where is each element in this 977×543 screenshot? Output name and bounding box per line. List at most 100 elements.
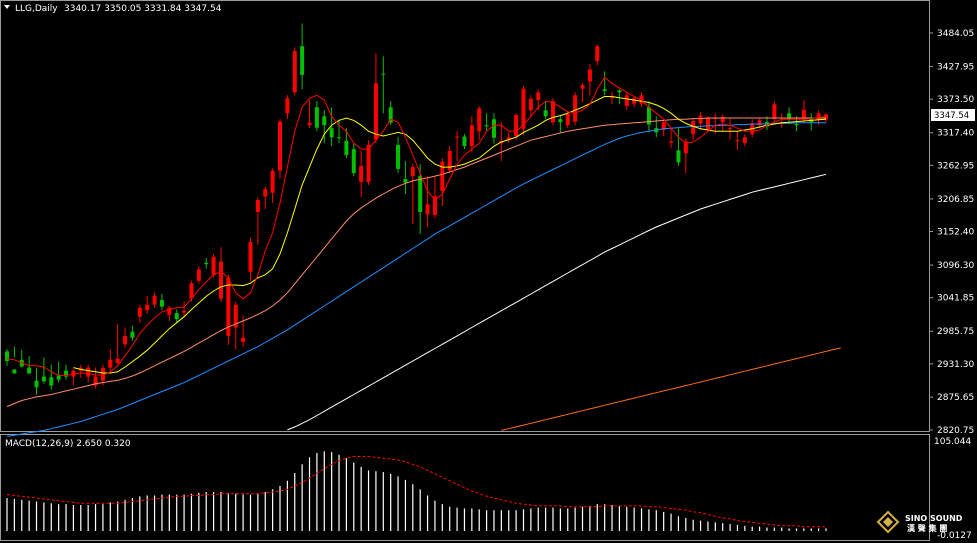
candle-body [595, 46, 600, 62]
price-badge-text: 3347.54 [934, 111, 969, 121]
candle-body [491, 119, 496, 138]
candle-body [587, 69, 592, 82]
candle-body [300, 46, 305, 75]
y-tick-label: 2931.30 [937, 360, 974, 370]
logo-inner-icon [883, 517, 893, 527]
candle-body [447, 150, 452, 171]
candle-body [713, 118, 718, 120]
candle-body [639, 95, 644, 104]
y-tick-label: 3096.30 [937, 261, 974, 271]
header-triangle-icon[interactable] [4, 5, 10, 9]
candle-body [34, 380, 39, 388]
candle-body [27, 367, 32, 374]
candle-body [403, 179, 408, 183]
candle-body [292, 50, 297, 93]
candle-body [794, 124, 799, 126]
candle-body [543, 110, 548, 117]
candle-body [551, 101, 555, 123]
ma200-line [501, 347, 841, 431]
candle-body [602, 89, 607, 92]
candle-body [646, 107, 651, 125]
candle-body [167, 307, 172, 315]
candle-body [71, 370, 76, 377]
candle-body [521, 88, 526, 129]
candle-body [425, 204, 430, 215]
macd-panel-border [0, 434, 930, 541]
candle-body [757, 120, 762, 126]
candle-body [123, 335, 128, 345]
candle-body [196, 269, 201, 281]
candle-body [477, 108, 482, 132]
candle-body [152, 295, 157, 305]
ma10-line [73, 96, 827, 374]
macd-group [6, 451, 827, 531]
y-tick-label: 3427.95 [937, 63, 974, 73]
candle-body [536, 92, 541, 101]
candle-body [705, 117, 710, 130]
candle-body [669, 141, 674, 143]
main-panel-border [0, 0, 930, 432]
candle-body [396, 144, 401, 169]
candle-body [182, 310, 187, 313]
candle-body [93, 376, 98, 386]
y-tick-label: 2985.75 [937, 327, 974, 337]
candle-body [432, 196, 437, 215]
candle-body [469, 125, 474, 147]
candle-body [344, 140, 349, 156]
y-tick-label: 3373.50 [937, 95, 974, 105]
candle-body [211, 256, 216, 275]
macd-label: MACD(12,26,9) 2.650 0.320 [5, 439, 131, 449]
candle-body [528, 98, 533, 111]
candle-body [514, 115, 519, 136]
candle-body [322, 116, 327, 126]
candle-body [108, 359, 113, 368]
candle-body [41, 376, 46, 382]
candle-body [410, 167, 415, 177]
ma5-line [6, 76, 827, 376]
candle-body [720, 116, 725, 123]
logo-text: SINO SOUND [905, 514, 963, 523]
candle-body [351, 149, 356, 174]
candle-body [801, 109, 806, 119]
logo-subtext: 漢 聲 集 團 [907, 523, 947, 533]
ma-lines-group [6, 76, 841, 437]
y-tick-label: 3317.40 [937, 129, 974, 139]
symbol-label: LLG,Daily [15, 4, 58, 14]
candle-body [359, 165, 364, 183]
candle-body [632, 98, 637, 104]
candle-body [314, 107, 319, 128]
candle-body [115, 358, 120, 363]
price-badge [931, 109, 975, 121]
candle-body [573, 95, 578, 122]
candle-body [137, 307, 142, 317]
candle-body [226, 277, 231, 336]
macd-signal-line [6, 456, 826, 528]
candle-body [418, 176, 423, 212]
candle-body [565, 113, 570, 126]
candle-body [455, 136, 460, 138]
candle-body [388, 107, 393, 123]
candle-body [204, 262, 209, 265]
candle-body [440, 161, 445, 192]
candle-body [285, 98, 290, 114]
candle-body [506, 137, 511, 141]
candle-body [337, 137, 342, 139]
candle-body [381, 73, 386, 75]
candle-body [661, 122, 666, 130]
y-tick-label: 3041.85 [937, 294, 974, 304]
y-tick-label: 3206.85 [937, 195, 974, 205]
y-tick-label: 2820.75 [937, 426, 974, 436]
candle-body [189, 283, 194, 299]
y-tick-label: 3262.95 [937, 161, 974, 171]
candle-body [263, 189, 268, 197]
candle-body [735, 140, 740, 142]
candle-body [248, 241, 253, 272]
candle-body [278, 121, 282, 171]
candle-body [5, 351, 9, 362]
candle-body [159, 299, 164, 307]
candle-body [174, 313, 179, 320]
candle-body [56, 375, 61, 380]
candle-body [366, 144, 371, 183]
candle-body [64, 370, 69, 377]
